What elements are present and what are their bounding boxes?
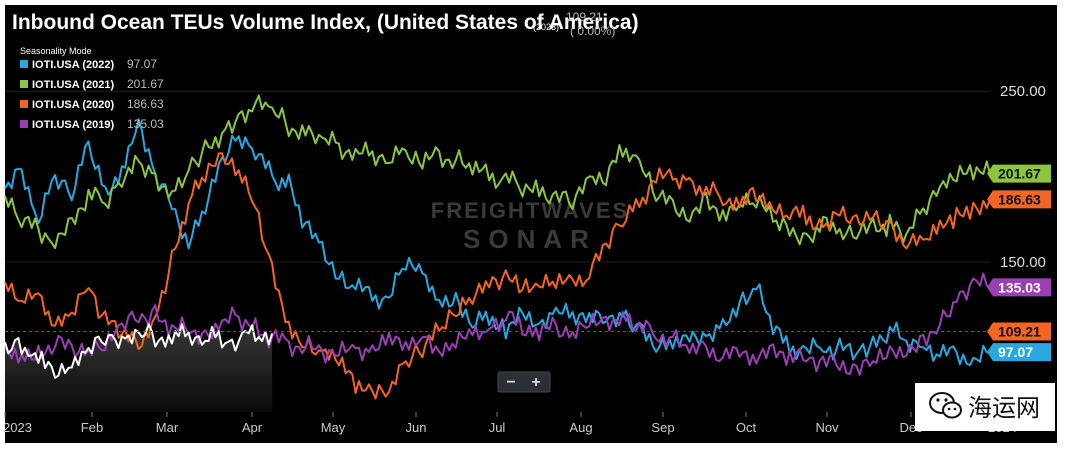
legend: IOTI.USA (2022) 97.07 IOTI.USA (2021) 201.6… (20, 57, 164, 131)
wechat-overlay: 海运网 (915, 383, 1055, 431)
legend-series-value: 97.07 (127, 57, 157, 71)
value-badge-text: 109.21 (998, 323, 1041, 339)
x-tick-label: Mar (156, 420, 179, 435)
value-badge-text: 201.67 (998, 166, 1041, 182)
overlay-label: 海运网 (968, 394, 1040, 422)
series-lines (4, 94, 991, 400)
x-tick-label: May (321, 420, 346, 435)
current-year-fill (5, 324, 273, 412)
legend-series-value: 135.03 (127, 117, 164, 131)
legend-series-name: IOTI.USA (2019) (32, 119, 114, 131)
value-badge-text: 135.03 (998, 279, 1041, 295)
x-tick-label: Apr (242, 420, 263, 435)
value-badge-text: 97.07 (998, 344, 1033, 360)
x-tick-label: Sep (651, 420, 674, 435)
x-tick-label: Feb (81, 420, 103, 435)
y-tick-label: 250.00 (1000, 83, 1046, 100)
value-badge (987, 190, 1051, 209)
series-line-1 (4, 94, 991, 250)
value-badge (987, 164, 1051, 183)
legend-series-name: IOTI.USA (2022) (32, 59, 114, 71)
series-line-4 (4, 323, 274, 379)
legend-series-name: IOTI.USA (2021) (32, 79, 114, 91)
wechat-icon (929, 392, 962, 419)
zoom-out-button[interactable]: − (506, 374, 515, 391)
watermark-line1: FREIGHTWAVES (431, 198, 629, 223)
value-badge-text: 186.63 (998, 191, 1041, 207)
legend-swatch (20, 80, 28, 88)
title-year: (2023) (533, 22, 559, 32)
legend-series-name: IOTI.USA (2020) (32, 99, 114, 111)
value-badge (987, 278, 1051, 297)
legend-swatch (20, 120, 28, 128)
value-badge (987, 322, 1051, 341)
legend-swatch (20, 100, 28, 108)
x-tick-label: Jul (489, 420, 506, 435)
zoom-control-bg (497, 371, 551, 393)
value-badges: 201.67 186.63 135.03 109.21 97.07 (987, 164, 1051, 362)
x-tick-label: Nov (815, 420, 839, 435)
grid (5, 90, 990, 263)
value-badge (987, 343, 1051, 362)
series-line-3 (4, 272, 991, 376)
legend-series-value: 186.63 (127, 97, 164, 111)
chart-title: Inbound Ocean TEUs Volume Index, (United… (12, 11, 639, 34)
legend-swatch (20, 60, 28, 68)
overlay-background (915, 383, 1055, 431)
y-tick-label: 150.00 (1000, 254, 1046, 271)
x-tick-label: Jun (406, 420, 427, 435)
x-axis: 2023FebMarAprMayJunJulAugSepOctNovDec202… (3, 412, 1017, 435)
zoom-in-button[interactable]: + (531, 374, 540, 391)
x-tick-label: Oct (736, 420, 757, 435)
y-axis: 250.00 150.00 (1000, 83, 1046, 271)
watermark-line2: SONAR (463, 224, 597, 254)
series-line-2 (4, 152, 991, 400)
x-tick-label: 2023 (3, 420, 32, 435)
mode-label: Seasonality Mode (20, 46, 92, 56)
zoom-control[interactable]: − + (497, 371, 551, 393)
x-tick-label: Aug (569, 420, 592, 435)
header-change: ( 0.00%) (570, 24, 615, 38)
header-value: 109.21 (566, 10, 603, 24)
legend-series-value: 201.67 (127, 77, 164, 91)
current-year-area (5, 324, 273, 412)
